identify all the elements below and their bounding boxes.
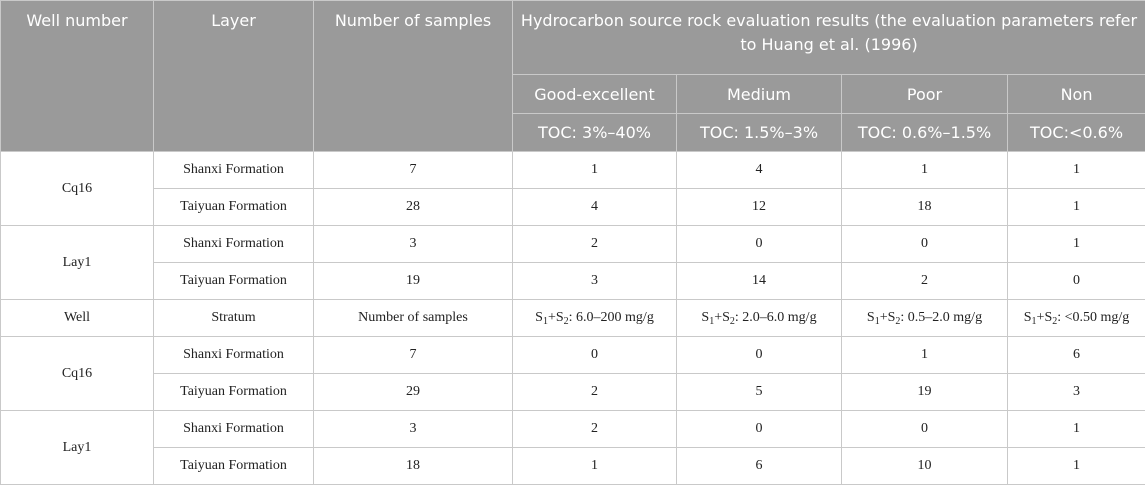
value-cell: 0 [676, 225, 842, 263]
samples-cell: 19 [313, 262, 513, 300]
table-row: Lay1 Shanxi Formation 3 2 0 0 1 [0, 410, 1145, 485]
value-cell: 3 [512, 262, 677, 300]
header-grade-non: Non [1006, 74, 1145, 114]
layer-cell: Taiyuan Formation [153, 373, 314, 411]
value-cell: 1 [512, 447, 677, 485]
layer-cell: Shanxi Formation [153, 225, 314, 263]
value-cell: 1 [1006, 410, 1145, 448]
value-cell: 1 [512, 151, 677, 189]
value-cell: 1 [1006, 151, 1145, 189]
value-cell: 2 [512, 410, 677, 448]
value-cell: 1 [841, 336, 1008, 374]
value-cell: 3 [1006, 373, 1145, 411]
subheader-s1s2-good-excellent: S1+S2: 6.0–200 mg/g [512, 299, 677, 337]
table-row: Taiyuan Formation 28 4 12 18 1 [1, 188, 1145, 226]
value-cell: 6 [1006, 336, 1145, 374]
header-toc-non: TOC:<0.6% [1006, 113, 1145, 152]
subheader-s1s2-medium: S1+S2: 2.0–6.0 mg/g [676, 299, 842, 337]
header-layer: Layer [153, 0, 314, 152]
value-cell: 1 [841, 151, 1008, 189]
samples-cell: 29 [313, 373, 513, 411]
table-row: Cq16 Shanxi Formation 7 1 4 1 1 [0, 151, 1145, 226]
layer-cell: Shanxi Formation [153, 410, 314, 448]
value-cell: 2 [512, 225, 677, 263]
subheader-s1s2-poor: S1+S2: 0.5–2.0 mg/g [841, 299, 1008, 337]
value-cell: 2 [841, 262, 1008, 300]
samples-cell: 7 [313, 151, 513, 189]
table-row: Cq16 Shanxi Formation 7 0 0 1 6 [0, 336, 1145, 411]
value-cell: 0 [841, 410, 1008, 448]
table-row: Lay1 Shanxi Formation 3 2 0 0 1 [0, 225, 1145, 300]
table-row: Taiyuan Formation 18 1 6 10 1 [1, 447, 1145, 485]
header-grade-good-excellent: Good-excellent [512, 74, 677, 114]
value-cell: 6 [676, 447, 842, 485]
well-cell: Lay1 [0, 225, 154, 300]
source-rock-evaluation-table: Well number Layer Number of samples Hydr… [0, 0, 1145, 485]
samples-cell: 28 [313, 188, 513, 226]
samples-cell: 3 [313, 410, 513, 448]
subheader-s1s2-non: S1+S2: <0.50 mg/g [1006, 299, 1145, 337]
header-number-of-samples: Number of samples [313, 0, 513, 152]
value-cell: 1 [1006, 188, 1145, 226]
value-cell: 0 [676, 410, 842, 448]
table-row: Taiyuan Formation 29 2 5 19 3 [1, 373, 1145, 411]
value-cell: 0 [512, 336, 677, 374]
samples-cell: 3 [313, 225, 513, 263]
subheader-stratum: Stratum [153, 299, 314, 337]
well-cell: Lay1 [0, 410, 154, 485]
value-cell: 1 [1006, 447, 1145, 485]
header-toc-good-excellent: TOC: 3%–40% [512, 113, 677, 152]
well-cell: Cq16 [0, 151, 154, 226]
subheader-number-of-samples: Number of samples [313, 299, 513, 337]
value-cell: 1 [1006, 225, 1145, 263]
samples-cell: 7 [313, 336, 513, 374]
layer-cell: Taiyuan Formation [153, 188, 314, 226]
value-cell: 19 [841, 373, 1008, 411]
value-cell: 4 [512, 188, 677, 226]
value-cell: 12 [676, 188, 842, 226]
layer-cell: Taiyuan Formation [153, 447, 314, 485]
layer-cell: Shanxi Formation [153, 336, 314, 374]
header-grade-medium: Medium [676, 74, 842, 114]
value-cell: 4 [676, 151, 842, 189]
value-cell: 5 [676, 373, 842, 411]
header-toc-poor: TOC: 0.6%–1.5% [841, 113, 1008, 152]
s1s2-subheader-row: Well Stratum Number of samples S1+S2: 6.… [0, 299, 1145, 337]
header-grade-poor: Poor [841, 74, 1008, 114]
layer-cell: Taiyuan Formation [153, 262, 314, 300]
table-row: Taiyuan Formation 19 3 14 2 0 [1, 262, 1145, 300]
layer-cell: Shanxi Formation [153, 151, 314, 189]
well-cell: Cq16 [0, 336, 154, 411]
value-cell: 18 [841, 188, 1008, 226]
subheader-well: Well [0, 299, 154, 337]
value-cell: 0 [676, 336, 842, 374]
value-cell: 2 [512, 373, 677, 411]
samples-cell: 18 [313, 447, 513, 485]
value-cell: 10 [841, 447, 1008, 485]
value-cell: 0 [1006, 262, 1145, 300]
value-cell: 0 [841, 225, 1008, 263]
header-well-number: Well number [0, 0, 154, 152]
table-header: Well number Layer Number of samples Hydr… [0, 0, 1145, 152]
value-cell: 14 [676, 262, 842, 300]
table-body: Cq16 Shanxi Formation 7 1 4 1 1 Taiyuan … [0, 151, 1145, 485]
header-evaluation-results: Hydrocarbon source rock evaluation resul… [511, 0, 1145, 75]
header-toc-medium: TOC: 1.5%–3% [676, 113, 842, 152]
